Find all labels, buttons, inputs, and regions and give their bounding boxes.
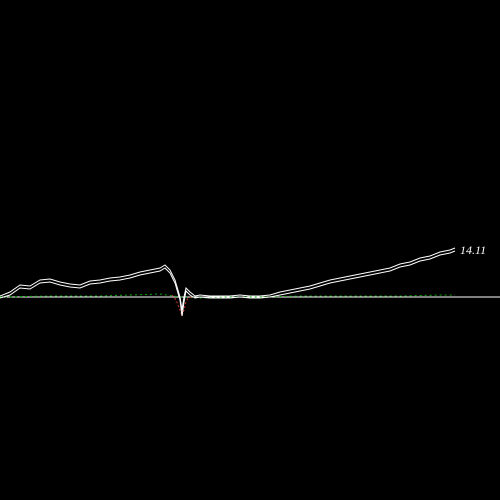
chart-header: Daily Force Index (2day smooth) Charts f… [0,4,500,20]
price-value-label: 14.11 [460,243,486,258]
header-part5: orporat [388,4,419,15]
header-part1: Daily Force [6,4,54,15]
chart-svg [0,0,500,500]
header-part3: (2day smooth) Charts for PCN [128,4,251,15]
header-part2: Index [65,4,87,15]
header-part4: (Pimco C [262,4,300,15]
chart-container: Daily Force Index (2day smooth) Charts f… [0,0,500,500]
